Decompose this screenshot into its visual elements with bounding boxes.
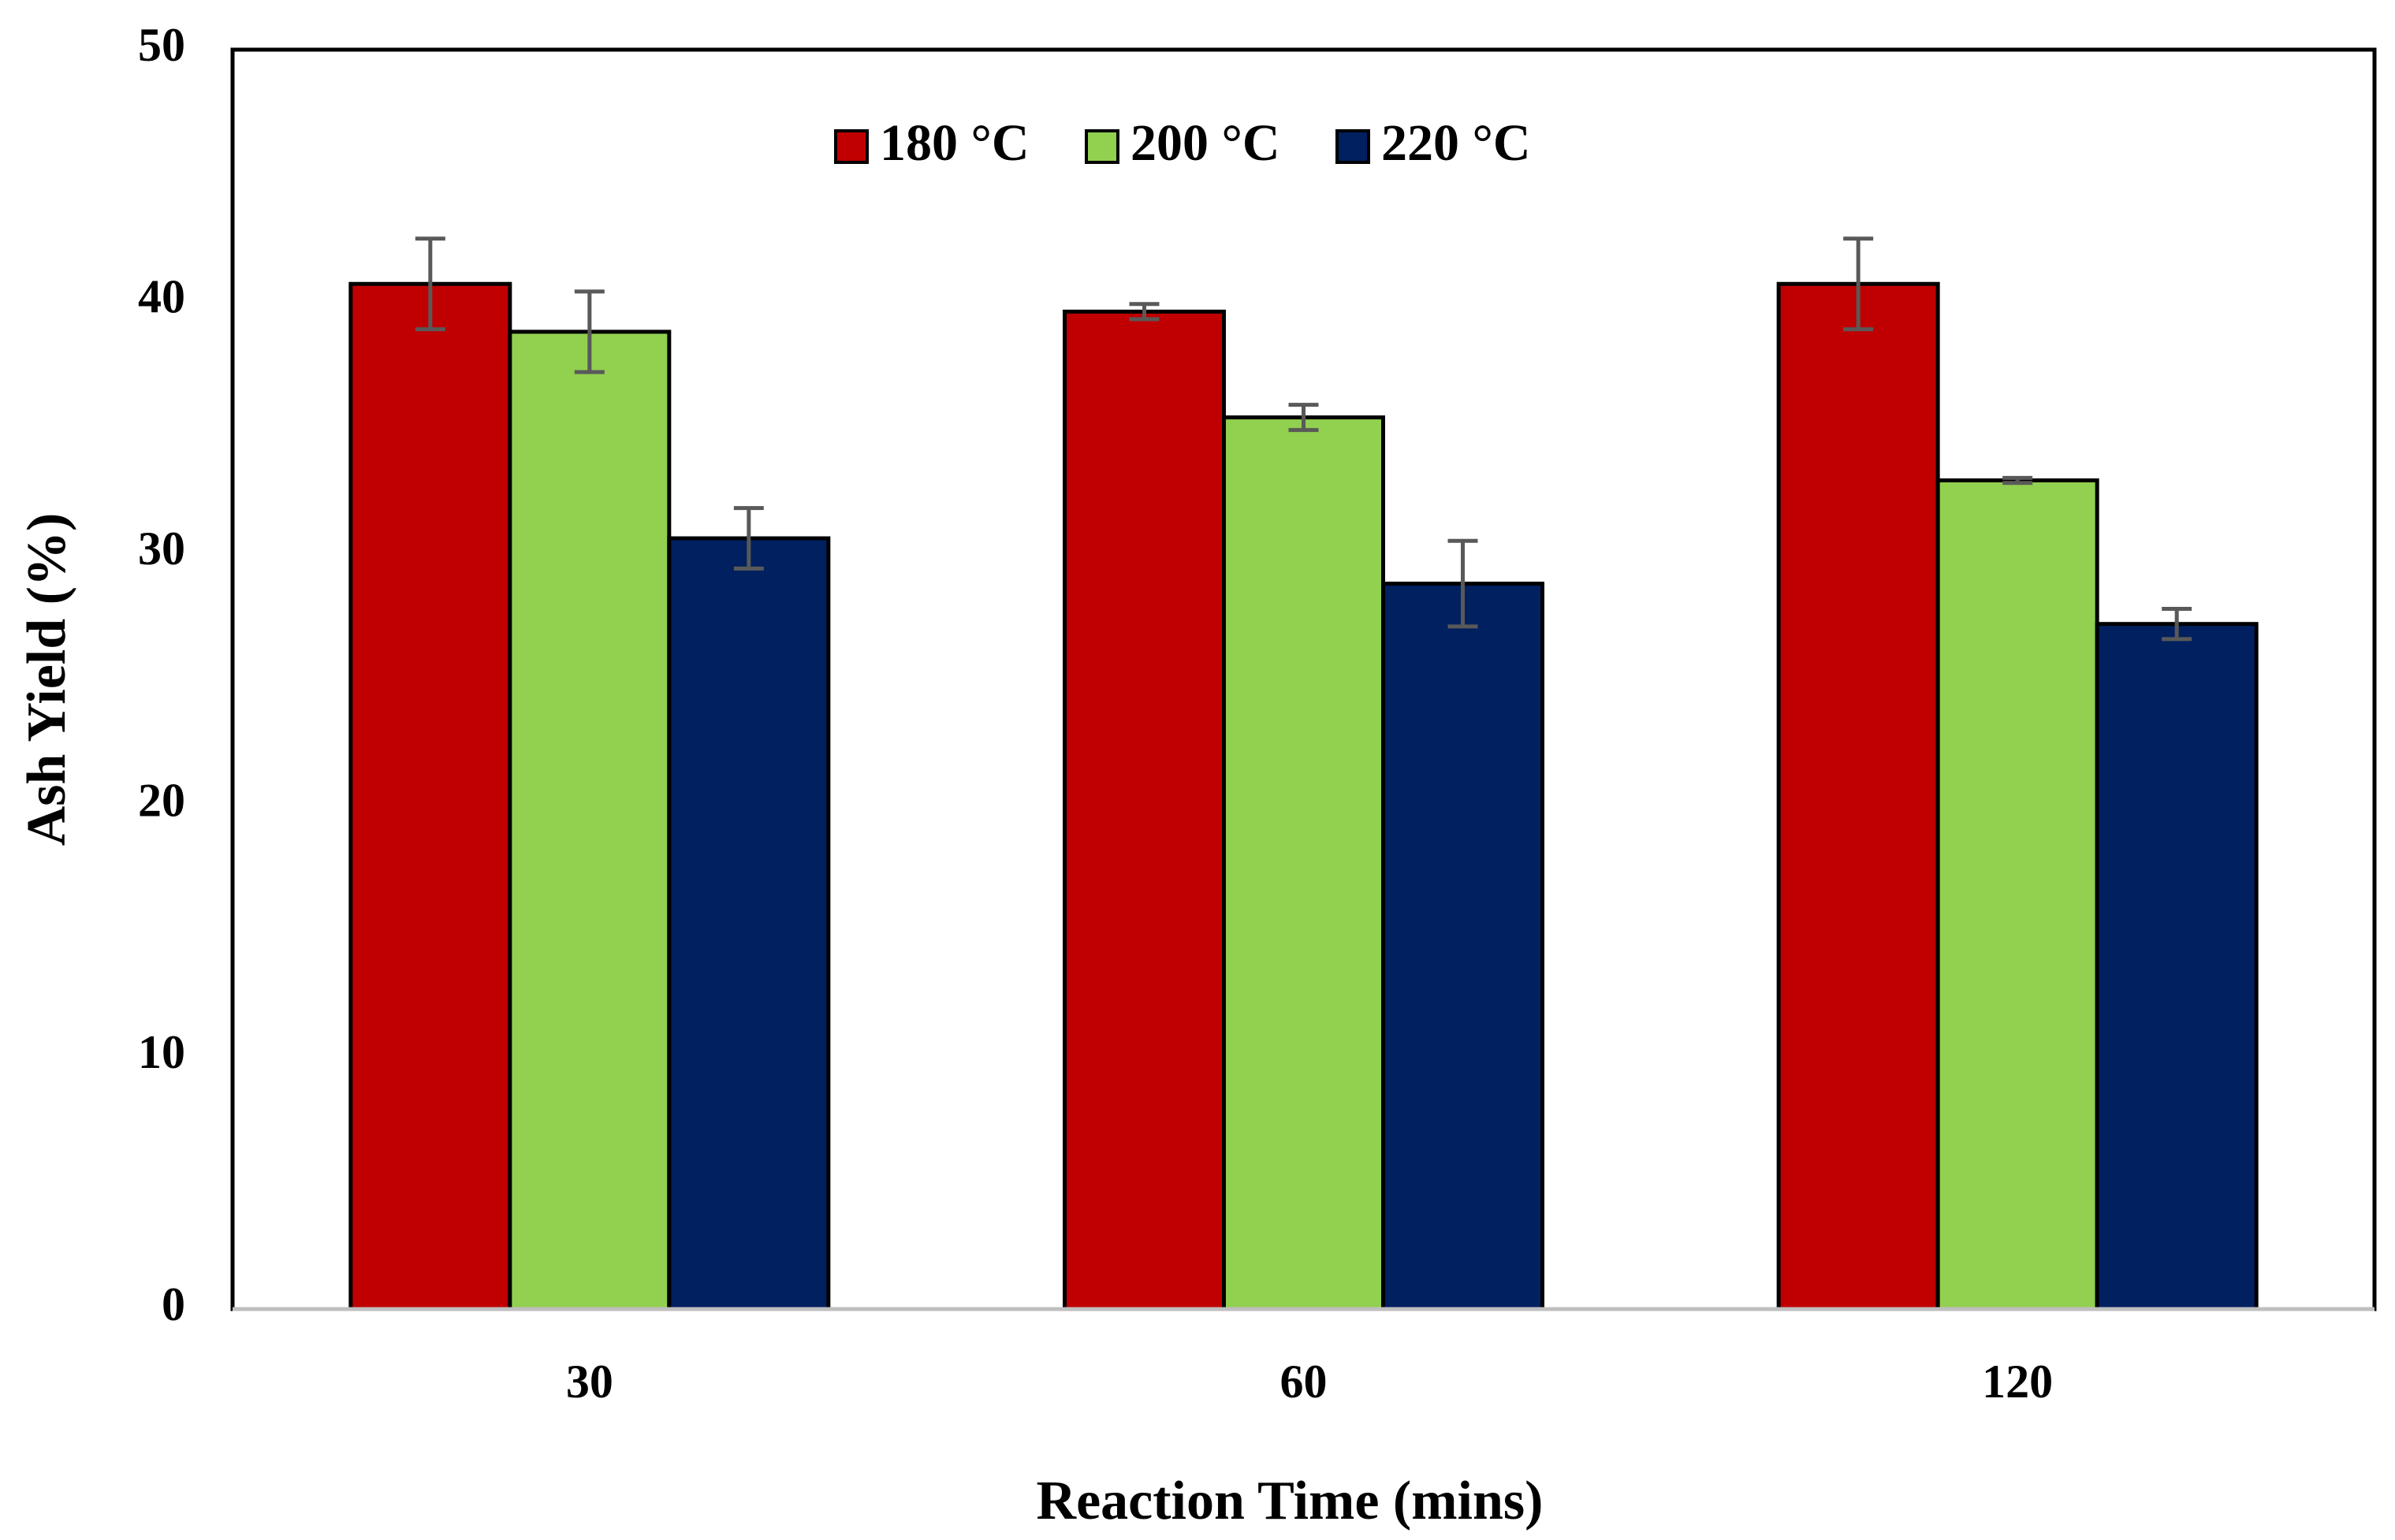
y-tick-label: 10 [138, 1026, 185, 1078]
error-bar [1447, 538, 1478, 629]
bar-180c-60 [1063, 309, 1226, 1311]
error-bar [2162, 607, 2192, 642]
legend-label: 200 °C [1130, 114, 1280, 172]
error-bar [1129, 302, 1160, 322]
x-axis-label: Reaction Time (mins) [1037, 1471, 1544, 1531]
error-bar [415, 236, 445, 332]
error-bar [733, 506, 764, 571]
error-bar [1288, 403, 1319, 433]
bar-220c-120 [2095, 622, 2259, 1311]
bar-180c-120 [1776, 281, 1940, 1311]
bar-220c-30 [667, 536, 831, 1311]
x-tick-label: 120 [1982, 1356, 2053, 1408]
bar-220c-60 [1381, 582, 1544, 1311]
y-tick-label: 20 [138, 775, 185, 827]
legend-label: 220 °C [1381, 114, 1531, 172]
bar-200c-120 [1935, 478, 2099, 1311]
x-tick-label: 30 [566, 1356, 613, 1408]
y-tick-labels: 0 10 20 30 40 50 [138, 19, 185, 1330]
y-tick-label: 40 [138, 270, 185, 322]
bar-200c-30 [508, 329, 672, 1311]
bars-group [348, 236, 2259, 1311]
y-tick-label: 30 [138, 523, 185, 575]
legend-swatch [834, 129, 869, 164]
legend-swatch [1335, 129, 1370, 164]
bar-200c-60 [1222, 415, 1385, 1311]
legend-swatch [1085, 129, 1119, 164]
bar-180c-30 [348, 281, 512, 1311]
legend-label: 180 °C [880, 114, 1030, 172]
y-tick-label: 0 [162, 1278, 185, 1330]
x-tick-labels: 30 60 120 [566, 1356, 2053, 1408]
y-axis-label: Ash Yield (%) [17, 513, 77, 846]
y-tick-label: 50 [138, 19, 185, 71]
x-tick-label: 60 [1280, 1356, 1328, 1408]
legend: 180 °C 200 °C 220 °C [834, 114, 1531, 172]
error-bar [1843, 236, 1874, 332]
error-bar [2002, 475, 2033, 485]
error-bar [574, 289, 605, 374]
